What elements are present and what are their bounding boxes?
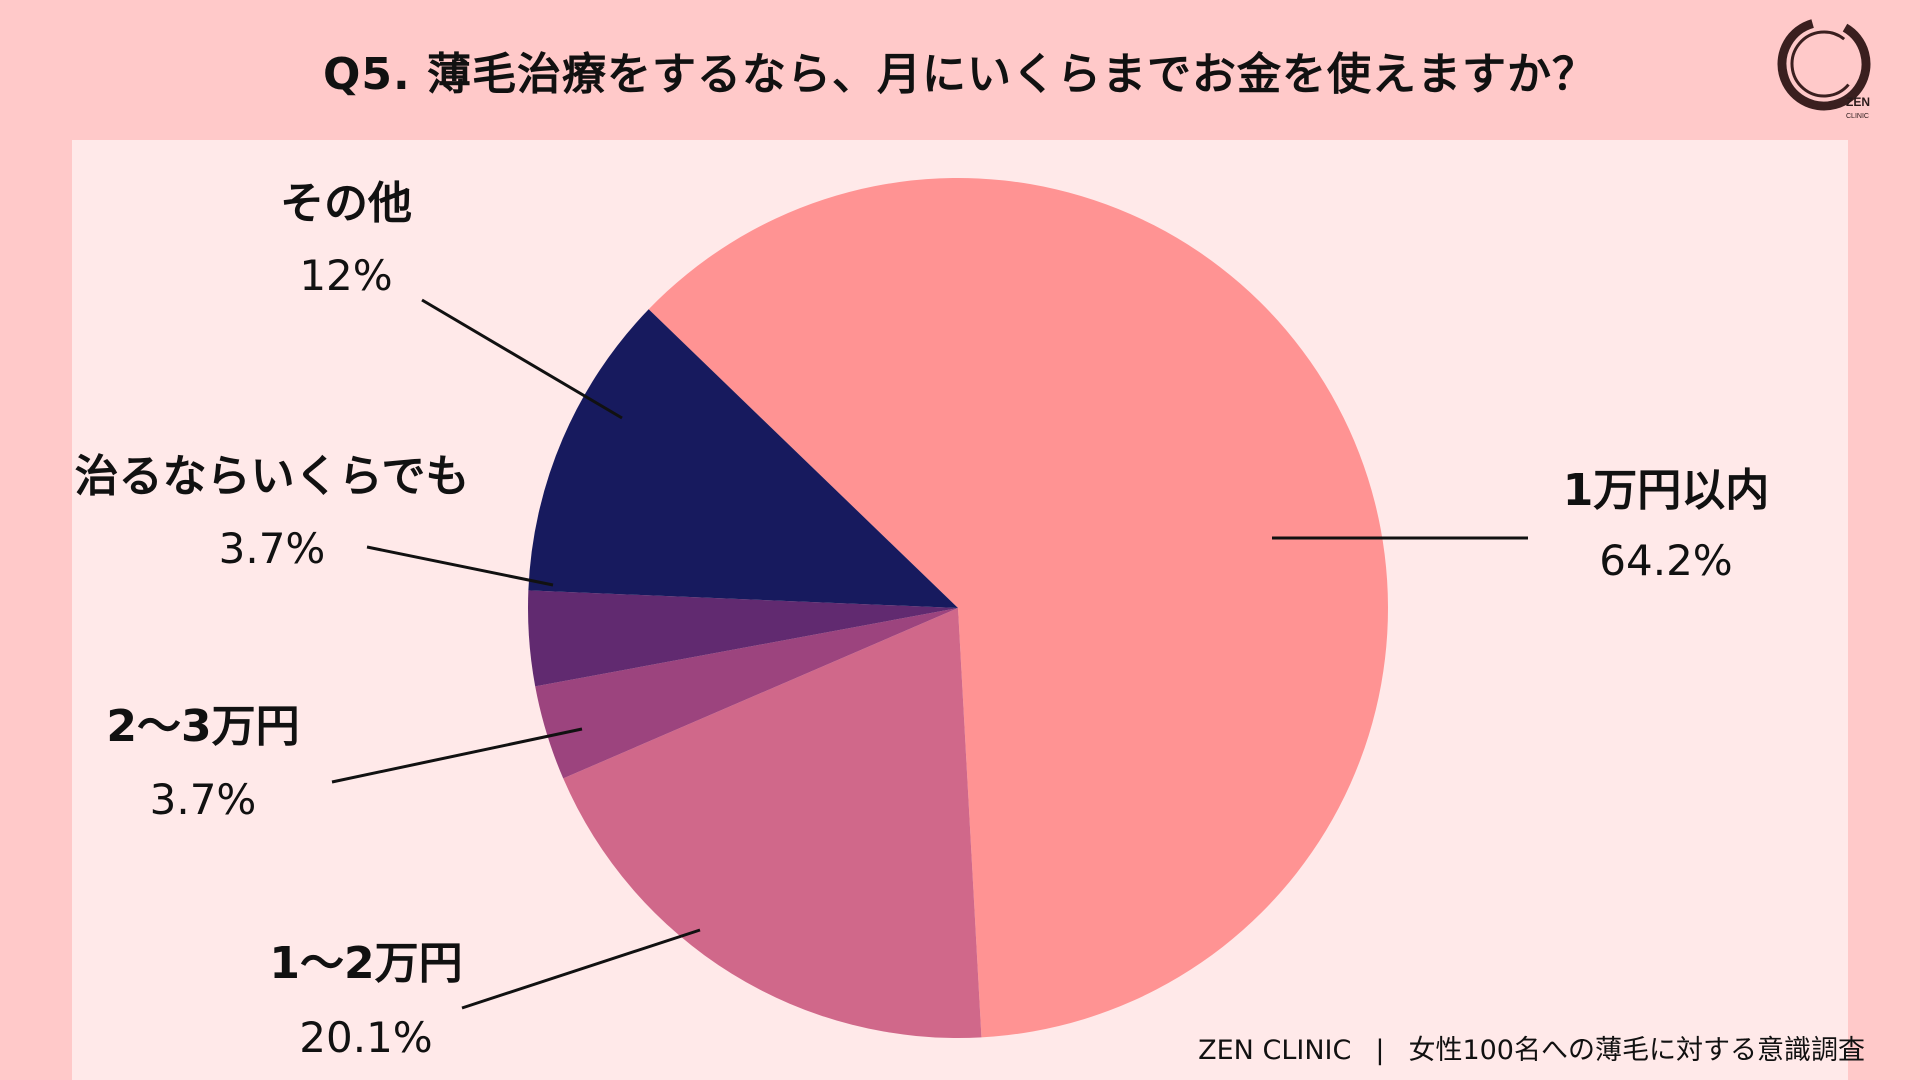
slice-category-label: 1〜2万円 xyxy=(269,938,462,989)
slice-value-label: 3.7% xyxy=(150,775,257,824)
slice-value-label: 12% xyxy=(299,251,392,300)
footer-brand: ZEN CLINIC xyxy=(1198,1035,1352,1066)
slice-labels: 1万円以内 64.2% 1〜2万円 20.1% 2〜3万円 3.7% 治るならいくらでも 3.… xyxy=(75,178,1770,1062)
leader-line xyxy=(461,928,701,1010)
zen-clinic-logo: ZEN CLINIC xyxy=(1777,17,1871,120)
pie-slices xyxy=(528,177,1389,1038)
footer-separator: | xyxy=(1375,1035,1385,1066)
pie-slice xyxy=(535,608,958,779)
pie-slice xyxy=(563,608,982,1038)
logo-text-top: ZEN xyxy=(1846,95,1870,109)
slice-value-label: 64.2% xyxy=(1599,536,1732,585)
slice-category-label: その他 xyxy=(280,178,412,229)
leader-lines xyxy=(331,298,1528,1010)
leader-line xyxy=(331,727,583,784)
pie-slice xyxy=(528,309,958,608)
leader-line xyxy=(366,545,554,587)
pie-slice xyxy=(528,590,958,687)
slice-category-label: 2〜3万円 xyxy=(106,701,299,752)
slice-category-label: 1万円以内 xyxy=(1563,465,1770,516)
footer: ZEN CLINIC | 女性100名への薄毛に対する意識調査 xyxy=(1198,1028,1865,1067)
slice-category-label: 治るならいくらでも xyxy=(75,451,470,502)
pie-slice xyxy=(648,177,1389,1038)
leader-line xyxy=(421,298,623,420)
logo-text-bottom: CLINIC xyxy=(1846,113,1869,120)
slice-value-label: 3.7% xyxy=(219,524,326,573)
chart-title: Q5. 薄毛治療をするなら、月にいくらまでお金を使えますか？ xyxy=(322,49,1598,100)
footer-survey: 女性100名への薄毛に対する意識調査 xyxy=(1408,1035,1865,1066)
slice-value-label: 20.1% xyxy=(299,1013,432,1062)
